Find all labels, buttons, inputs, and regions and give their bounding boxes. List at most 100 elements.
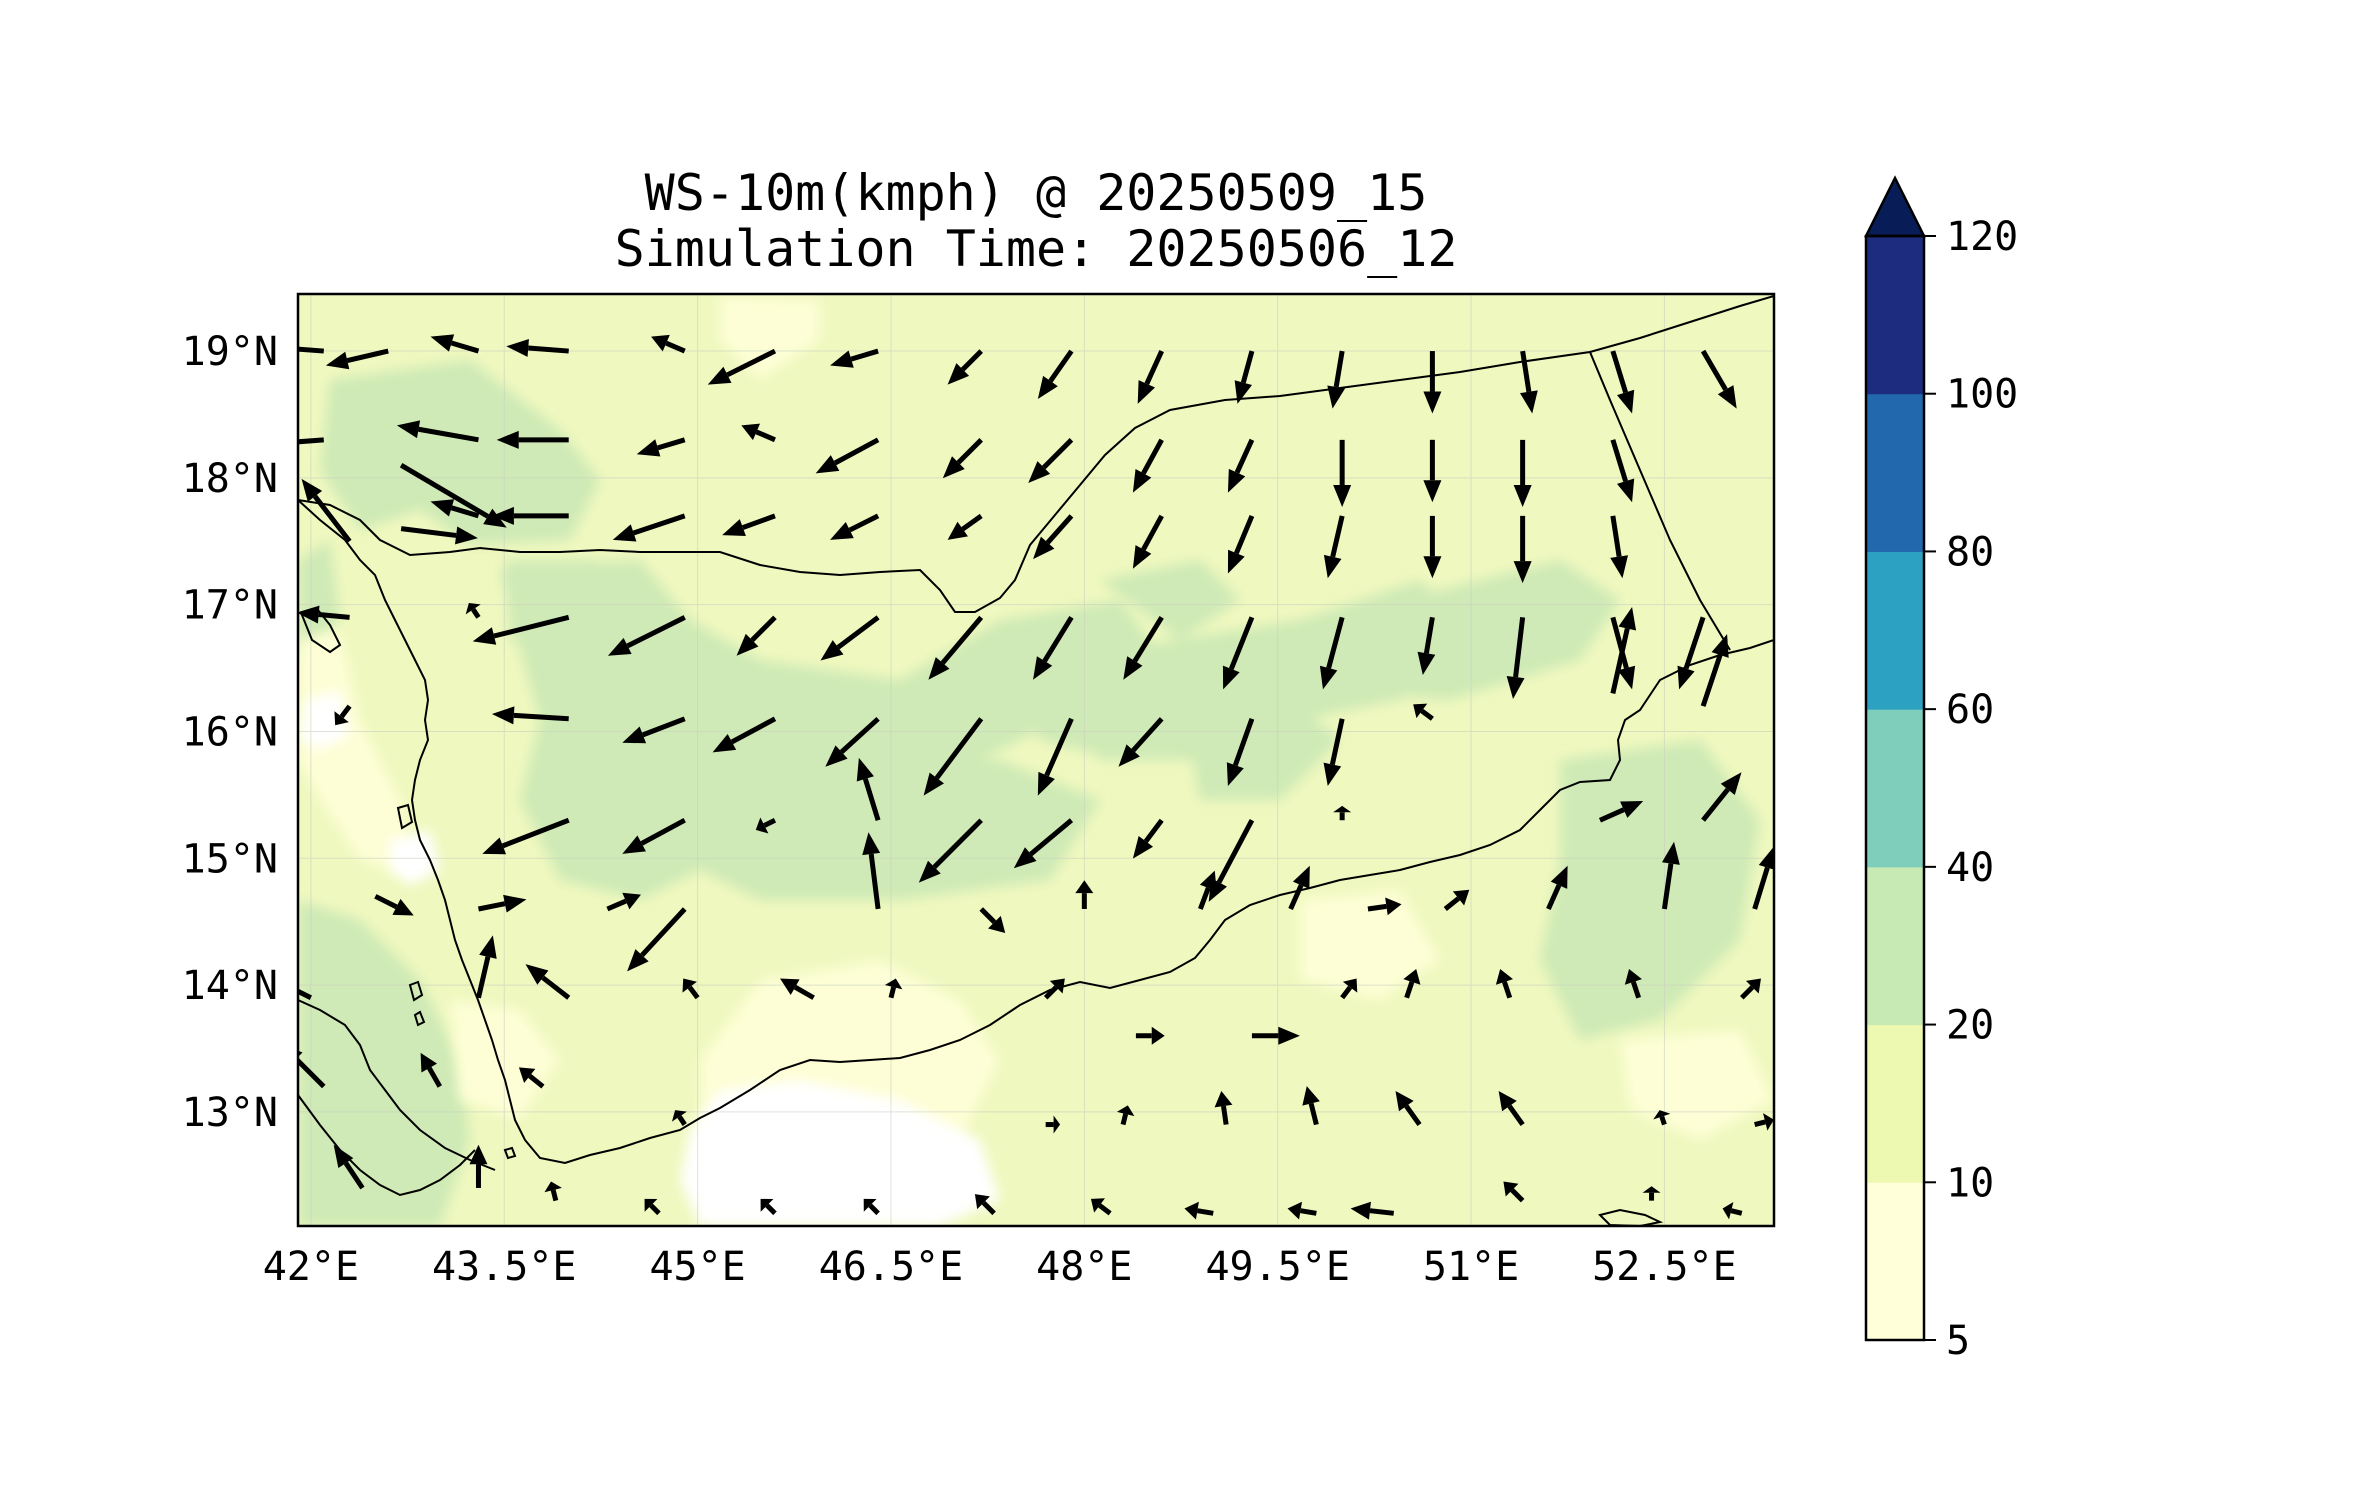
wind-arrow (1443, 889, 1470, 911)
wind-arrow (1513, 439, 1532, 508)
wind-arrow (1610, 616, 1636, 690)
wind-arrow (1251, 1026, 1300, 1045)
wind-arrow (298, 988, 313, 1000)
wind-arrow (856, 757, 881, 821)
wind-arrow (862, 832, 881, 910)
colorbar-tick-label: 40 (1946, 845, 1994, 891)
colorbar-band (1866, 236, 1924, 395)
wind-arrow (1598, 801, 1644, 823)
colorbar-tick-label: 120 (1946, 214, 2018, 260)
wind-arrow (682, 978, 700, 1000)
wind-arrow (1132, 818, 1164, 859)
wind-arrow (671, 1110, 687, 1126)
colorbar-tick-label: 20 (1946, 1003, 1994, 1049)
colorbar-band (1866, 393, 1924, 552)
wind-arrow (1198, 870, 1217, 910)
wind-arrow (1075, 880, 1094, 909)
wind-arrow (396, 420, 479, 443)
wind-arrow (1132, 514, 1164, 569)
colorbar-frame (1864, 234, 1926, 1342)
colorbar-band (1866, 1182, 1924, 1341)
wind-arrow (1037, 349, 1074, 400)
wind-arrow (1740, 978, 1761, 1000)
wind-arrow (1546, 865, 1568, 911)
coastline-somalia-north (298, 1094, 476, 1197)
lat-tick-label: 18°N (182, 456, 278, 502)
wind-arrow (863, 1198, 880, 1216)
wind-arrow (334, 704, 352, 726)
wind-arrow (830, 513, 880, 540)
wind-arrow (884, 978, 903, 999)
wind-arrow (1222, 616, 1255, 690)
wind-arrow (1043, 978, 1065, 1000)
wind-arrow (1413, 703, 1434, 721)
colorbar-tick-label: 80 (1946, 529, 1994, 575)
wind-arrow (430, 334, 480, 354)
colorbar: 5 10 20 40 60 80 100 120 (1863, 175, 2018, 1364)
wind-arrow (1319, 616, 1345, 690)
wind-arrow (830, 348, 879, 368)
lon-tick-label: 48°E (1036, 1244, 1132, 1290)
wind-arrow (612, 513, 686, 542)
colorbar-band (1866, 551, 1924, 710)
colorbar-band (1866, 866, 1924, 1026)
lon-tick-label: 46.5°E (819, 1244, 964, 1290)
wind-arrow (1661, 841, 1680, 910)
wind-arrow (1214, 1090, 1233, 1125)
map-panel (298, 294, 1774, 1226)
wind-arrow (1610, 515, 1629, 579)
lon-tick-label: 43.5°E (432, 1244, 577, 1290)
wind-arrow (1184, 1201, 1214, 1220)
wind-arrow (1752, 846, 1774, 910)
map-title-line2: Simulation Time: 20250506_12 (615, 220, 1458, 278)
wind-arrow (606, 892, 641, 912)
island-kamaran (396, 803, 414, 830)
wind-vectors (298, 334, 1774, 1220)
wind-arrow (1013, 818, 1074, 869)
wind-arrow (712, 716, 777, 753)
wind-arrow (1610, 607, 1637, 694)
wind-arrow (506, 338, 569, 357)
wind-arrow (1423, 351, 1442, 414)
wind-arrow (736, 615, 777, 656)
wind-arrow (1323, 718, 1345, 786)
wind-arrow (707, 348, 777, 385)
colorbar-band (1866, 709, 1924, 868)
wind-arrow (1503, 1181, 1525, 1203)
lat-tick-label: 17°N (182, 583, 278, 629)
wind-arrow (979, 907, 1006, 933)
wind-arrow (1323, 515, 1345, 579)
lat-tick-label: 13°N (182, 1090, 278, 1136)
wind-arrow (974, 1194, 996, 1216)
lon-tick-label: 52.5°E (1592, 1244, 1737, 1290)
colorbar-ticks: 5 10 20 40 60 80 100 120 (1924, 214, 2018, 1364)
wind-arrow (1226, 717, 1255, 786)
wind-arrow (1498, 1090, 1525, 1127)
wind-arrow (622, 818, 686, 854)
wind-arrow (923, 717, 984, 796)
wind-arrow (1610, 350, 1635, 414)
lat-tick-label: 16°N (182, 709, 278, 755)
wind-arrow (928, 615, 984, 680)
wind-arrow (1624, 968, 1642, 999)
wind-arrow (1327, 350, 1346, 409)
wind-arrow (1722, 1201, 1743, 1220)
island-zuqar (413, 1010, 426, 1027)
wind-arrow (1506, 617, 1526, 699)
map-frame (296, 292, 1776, 1228)
wind-arrow (400, 526, 478, 545)
wind-arrow (918, 818, 983, 883)
wind-arrow (607, 615, 686, 656)
wind-arrow (942, 438, 983, 479)
wind-arrow (1132, 438, 1164, 493)
wind-arrow (1227, 514, 1255, 574)
wind-arrow (1677, 616, 1706, 690)
colorbar-bands (1866, 236, 1924, 1341)
wind-arrow (1135, 1026, 1165, 1045)
wind-arrow (298, 437, 324, 445)
wind-arrow (1123, 616, 1164, 680)
wind-arrow (1395, 1090, 1422, 1127)
wind-arrow (1333, 805, 1352, 821)
wind-arrow (825, 716, 880, 767)
wind-arrow (622, 716, 686, 744)
